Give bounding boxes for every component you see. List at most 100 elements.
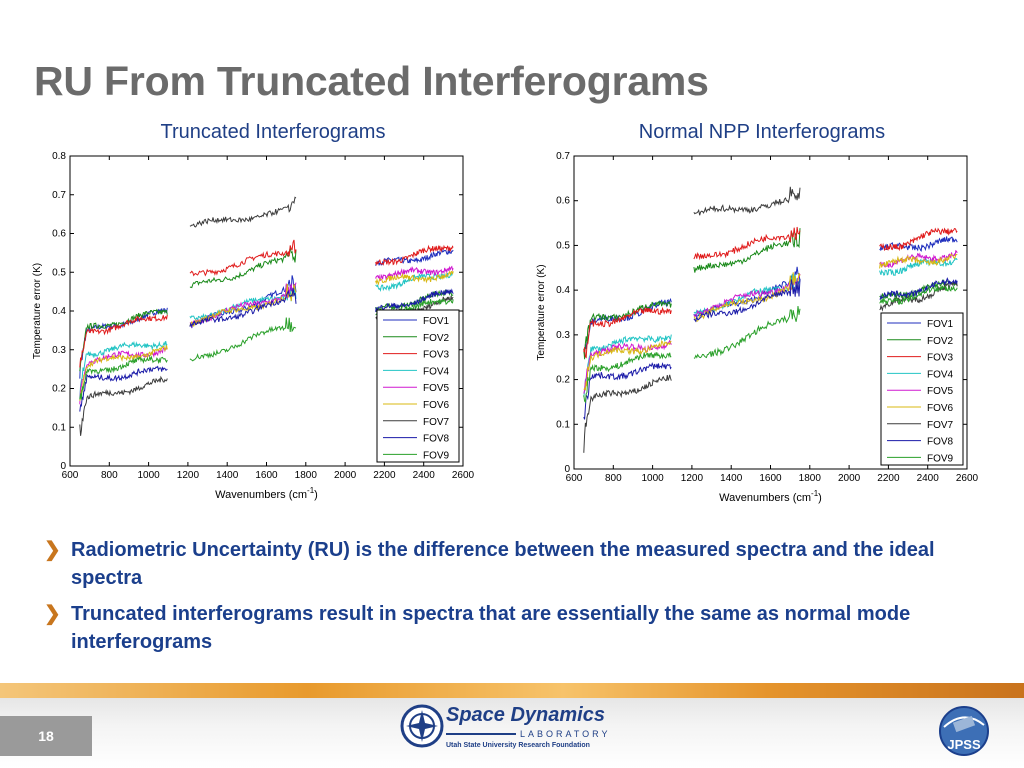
- series-line-fov1: [375, 248, 454, 266]
- series-line-fov3: [879, 227, 958, 252]
- y-tick-label: 0.6: [52, 229, 66, 240]
- x-tick-label: 1800: [799, 473, 822, 484]
- x-tick-label: 2600: [956, 473, 979, 484]
- jpss-badge-label: JPSS: [947, 737, 981, 752]
- jpss-badge-icon: JPSS: [939, 706, 989, 756]
- legend-label: FOV3: [927, 353, 954, 364]
- y-tick-label: 0.3: [556, 330, 570, 341]
- series-line-fov6: [583, 339, 672, 392]
- series-line-fov8: [879, 277, 958, 300]
- series-line-fov5: [879, 249, 958, 268]
- x-tick-label: 2400: [917, 473, 940, 484]
- series-line-fov8: [375, 288, 454, 312]
- y-tick-label: 0.3: [52, 345, 66, 356]
- x-axis-label: Wavenumbers (cm-1): [719, 489, 822, 504]
- legend-label: FOV9: [927, 453, 954, 464]
- series-line-fov3: [583, 306, 672, 359]
- series-line-fov8: [79, 365, 168, 412]
- series-line-fov1: [879, 236, 958, 252]
- x-axis-label-end: ): [818, 492, 822, 504]
- y-tick-label: 0.8: [52, 151, 66, 162]
- legend-label: FOV7: [927, 420, 954, 431]
- legend-box: [376, 309, 460, 463]
- charts-canvas: 600 800 1000 1200 1400 1600 1800 2000 2200 2400 26…: [32, 151, 979, 504]
- legend-box: [880, 312, 964, 466]
- series-line-fov8: [583, 362, 672, 420]
- sdl-logo-name: Space Dynamics: [446, 704, 605, 726]
- x-axis-label-sup: -1: [811, 489, 819, 498]
- series-line-fov7: [79, 375, 168, 436]
- legend-label: FOV7: [423, 417, 450, 428]
- legend-label: FOV1: [927, 319, 954, 330]
- series-line-fov6: [375, 270, 454, 286]
- series-line-fov9: [583, 351, 672, 404]
- x-tick-label: 800: [101, 470, 118, 481]
- series-line-fov6: [79, 345, 168, 402]
- sdl-logo-rule: [446, 733, 516, 735]
- x-tick-label: 2200: [373, 470, 396, 481]
- series-line-fov5: [375, 265, 454, 282]
- series-line-fov2: [693, 228, 801, 273]
- chart-caption-truncated: Truncated Interferograms: [160, 121, 386, 143]
- legend-label: FOV3: [423, 350, 450, 361]
- bullet-text: Radiometric Uncertainty (RU) is the diff…: [71, 539, 935, 589]
- y-axis-label: Temperature error (K): [32, 263, 43, 359]
- x-tick-label: 2000: [838, 473, 861, 484]
- x-tick-label: 1400: [216, 470, 239, 481]
- legend-label: FOV4: [927, 369, 954, 380]
- series-line-fov9: [693, 305, 801, 359]
- series-line-fov4: [79, 340, 168, 399]
- x-axis-label-end: ): [314, 489, 318, 501]
- legend-label: FOV6: [423, 400, 450, 411]
- legend-label: FOV5: [927, 386, 954, 397]
- y-tick-label: 0.5: [52, 267, 66, 278]
- x-tick-label: 800: [605, 473, 622, 484]
- series-line-fov5: [583, 339, 672, 394]
- x-axis-label-sup: -1: [307, 486, 315, 495]
- legend-label: FOV4: [423, 366, 450, 377]
- y-tick-label: 0.4: [52, 306, 66, 317]
- sdl-emblem-icon: [400, 704, 444, 748]
- x-tick-label: 1000: [137, 470, 160, 481]
- legend-label: FOV6: [927, 403, 954, 414]
- series-line-fov3: [79, 314, 168, 368]
- bullet-item: ❯ Radiometric Uncertainty (RU) is the di…: [44, 536, 1004, 592]
- series-line-fov8: [189, 287, 297, 327]
- bullet-item: ❯ Truncated interferograms result in spe…: [44, 600, 1004, 656]
- y-tick-label: 0.1: [556, 419, 570, 430]
- y-tick-label: 0.2: [556, 375, 570, 386]
- slide-title: RU From Truncated Interferograms: [34, 58, 709, 104]
- y-tick-label: 0.7: [52, 190, 66, 201]
- chart-caption-normal: Normal NPP Interferograms: [638, 121, 886, 143]
- x-tick-label: 600: [62, 470, 79, 481]
- chevron-right-icon: ❯: [44, 603, 61, 625]
- series-line-fov7: [189, 196, 297, 228]
- page-number: 18: [0, 716, 92, 756]
- series-line-fov4: [879, 257, 958, 277]
- series-line-fov4: [189, 287, 297, 321]
- x-tick-label: 1600: [255, 470, 278, 481]
- sdl-logo-lab: LABORATORY: [520, 729, 611, 739]
- bullet-list: ❯ Radiometric Uncertainty (RU) is the di…: [44, 536, 1004, 664]
- series-line-fov6: [879, 253, 958, 269]
- series-line-fov6: [693, 272, 801, 322]
- series-line-fov9: [79, 355, 168, 400]
- series-line-fov4: [375, 271, 454, 292]
- series-line-fov3: [693, 226, 801, 261]
- bullet-text: Truncated interferograms result in spect…: [71, 603, 911, 653]
- legend-label: FOV8: [423, 434, 450, 445]
- y-tick-label: 0.7: [556, 151, 570, 162]
- x-tick-label: 600: [566, 473, 583, 484]
- legend-label: FOV1: [423, 316, 450, 327]
- series-line-fov2: [189, 247, 297, 289]
- x-tick-label: 1800: [295, 470, 318, 481]
- series-line-fov1: [79, 307, 168, 379]
- sdl-logo-subtitle: Utah State University Research Foundatio…: [446, 742, 590, 749]
- y-tick-label: 0.2: [52, 384, 66, 395]
- series-line-fov8: [693, 278, 801, 323]
- x-tick-label: 2400: [413, 470, 436, 481]
- series-line-fov1: [583, 297, 672, 356]
- series-line-fov9: [189, 317, 297, 362]
- series-line-fov7: [693, 186, 801, 216]
- legend-label: FOV2: [423, 333, 450, 344]
